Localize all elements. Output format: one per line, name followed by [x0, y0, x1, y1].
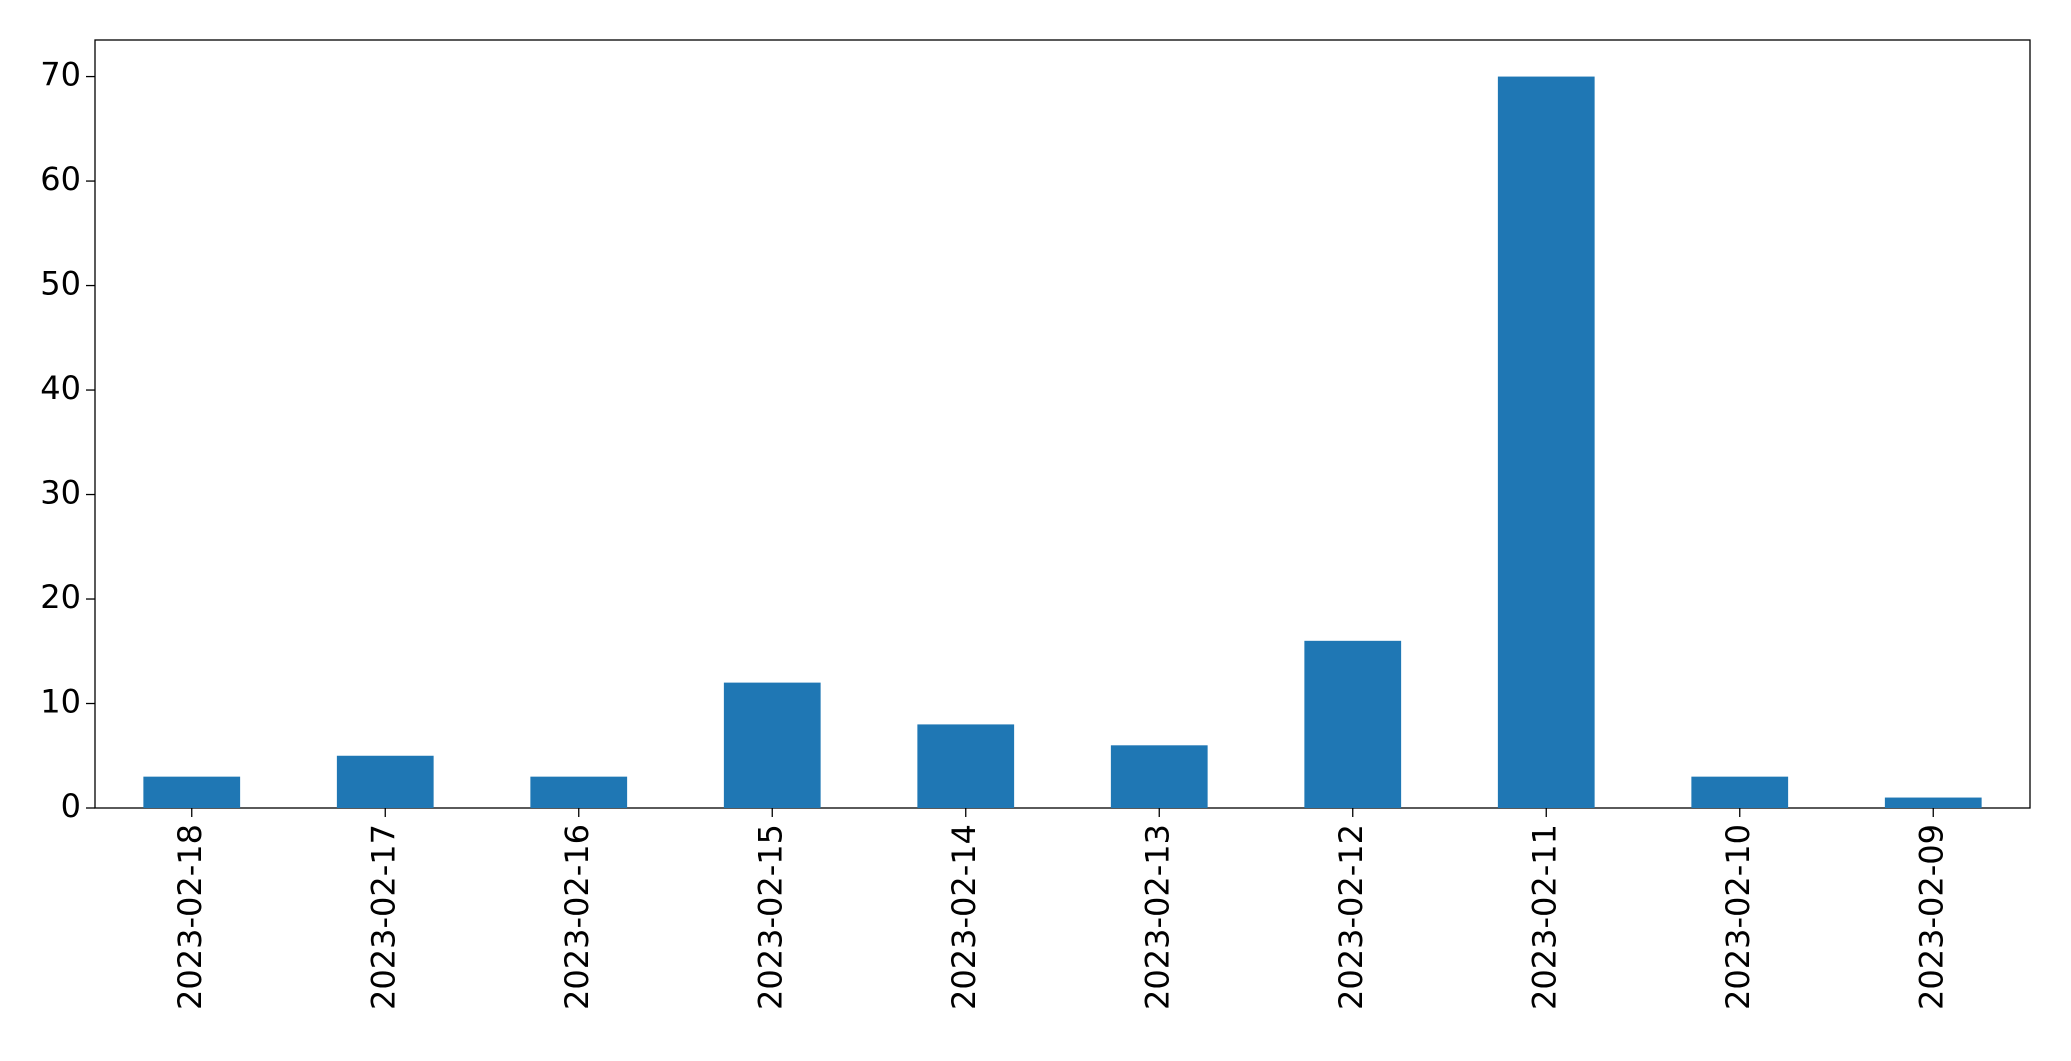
y-tick-label: 60 [40, 160, 81, 198]
x-tick-label: 2023-02-14 [945, 824, 983, 1010]
bar [1304, 640, 1402, 808]
bar [143, 776, 241, 808]
y-tick-label: 50 [40, 265, 81, 303]
bar [1110, 745, 1208, 808]
x-tick-label: 2023-02-13 [1138, 824, 1176, 1010]
bar [917, 724, 1015, 808]
x-tick-label: 2023-02-10 [1719, 824, 1757, 1010]
bar [1884, 797, 1982, 808]
bar [723, 682, 821, 808]
y-tick-label: 0 [61, 787, 81, 825]
bar [1691, 776, 1789, 808]
y-tick-label: 20 [40, 578, 81, 616]
x-tick-label: 2023-02-18 [171, 824, 209, 1010]
x-tick-label: 2023-02-11 [1525, 824, 1563, 1010]
bar [336, 755, 434, 808]
x-tick-label: 2023-02-15 [751, 824, 789, 1010]
y-tick-label: 30 [40, 474, 81, 512]
y-tick-label: 40 [40, 369, 81, 407]
y-tick-label: 10 [40, 683, 81, 721]
y-tick-label: 70 [40, 56, 81, 94]
x-tick-label: 2023-02-17 [364, 824, 402, 1010]
x-tick-label: 2023-02-09 [1912, 824, 1950, 1010]
bar [530, 776, 628, 808]
plot-frame [94, 39, 2031, 809]
x-tick-label: 2023-02-12 [1332, 824, 1370, 1010]
x-tick-label: 2023-02-16 [558, 824, 596, 1010]
bar [1497, 76, 1595, 809]
